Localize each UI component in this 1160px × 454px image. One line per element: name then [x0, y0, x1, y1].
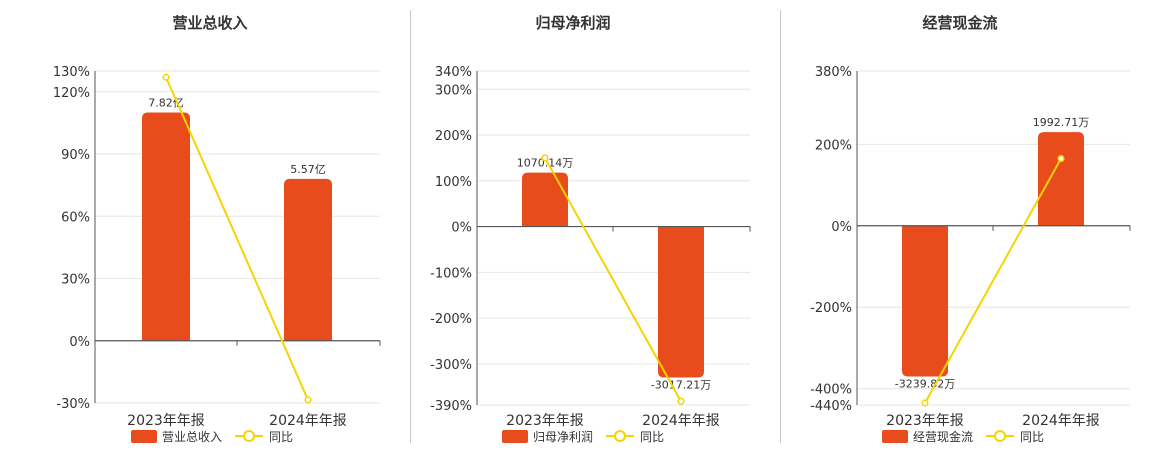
panel-divider: [780, 10, 781, 443]
y-tick-label: -300%: [430, 358, 472, 373]
bar-data-label: 1992.71万: [1033, 116, 1090, 129]
yoy-point: [921, 399, 929, 407]
y-tick-label: 340%: [435, 65, 472, 80]
bar-data-label: 1070.14万: [517, 157, 574, 170]
legend-line-marker: [243, 430, 255, 442]
chart-title: 营业总收入: [172, 14, 247, 32]
yoy-point: [541, 154, 549, 162]
yoy-line: [165, 76, 309, 401]
bar: [142, 112, 190, 341]
y-tick-label: -200%: [430, 312, 472, 327]
y-tick-label: 200%: [815, 138, 852, 153]
chart-title: 经营现金流: [922, 14, 997, 32]
x-category-label: 2023年年报: [886, 413, 964, 429]
chart-title: 归母净利润: [535, 14, 610, 32]
y-tick-label: 100%: [435, 175, 472, 190]
y-tick-label: -200%: [810, 301, 852, 316]
legend-bar-label: 经营现金流: [913, 429, 973, 444]
y-tick-label: 120%: [53, 86, 90, 101]
y-tick-label: 90%: [61, 148, 90, 163]
bar-data-label: -3239.82万: [895, 377, 955, 390]
legend-line-marker: [614, 430, 626, 442]
x-category-label: 2023年年报: [506, 413, 584, 429]
y-tick-label: -400%: [810, 383, 852, 398]
x-category-label: 2024年年报: [269, 413, 347, 429]
yoy-point: [1057, 155, 1065, 163]
yoy-line: [544, 157, 682, 402]
yoy-point: [677, 397, 685, 405]
legend-bar-label: 营业总收入: [162, 430, 222, 444]
yoy-point: [304, 396, 312, 404]
y-tick-label: -390%: [430, 399, 472, 414]
yoy-point: [162, 73, 170, 81]
bar: [658, 226, 704, 378]
legend-line-label: 同比: [269, 430, 293, 444]
yoy-line: [924, 158, 1062, 404]
y-tick-label: 200%: [435, 129, 472, 144]
y-tick-label: -100%: [430, 266, 472, 281]
bar-data-label: 5.57亿: [290, 163, 326, 176]
legend-line-label: 同比: [1020, 430, 1044, 444]
panel-divider: [410, 10, 411, 443]
y-tick-label: 0%: [451, 221, 472, 236]
y-tick-label: 380%: [815, 65, 852, 80]
bar-data-label: -3017.21万: [651, 379, 711, 392]
bar: [1038, 132, 1084, 226]
y-tick-label: -440%: [810, 399, 852, 414]
legend-bar-swatch: [502, 430, 528, 443]
y-tick-label: 0%: [831, 220, 852, 235]
bar: [902, 225, 948, 377]
x-category-label: 2024年年报: [1022, 413, 1100, 429]
y-tick-label: 300%: [435, 83, 472, 98]
y-tick-label: 130%: [53, 65, 90, 80]
legend-bar-swatch: [131, 430, 157, 443]
y-tick-label: -30%: [56, 397, 90, 412]
legend-bar-label: 归母净利润: [533, 430, 593, 444]
y-tick-label: 30%: [61, 273, 90, 288]
bar: [522, 172, 568, 227]
legend-line-label: 同比: [640, 430, 664, 444]
y-tick-label: 0%: [69, 335, 90, 350]
bar: [284, 178, 332, 341]
legend-line-marker: [994, 430, 1006, 442]
y-tick-label: 60%: [61, 210, 90, 225]
x-category-label: 2023年年报: [127, 413, 205, 429]
x-category-label: 2024年年报: [642, 413, 720, 429]
legend-bar-swatch: [882, 430, 908, 443]
